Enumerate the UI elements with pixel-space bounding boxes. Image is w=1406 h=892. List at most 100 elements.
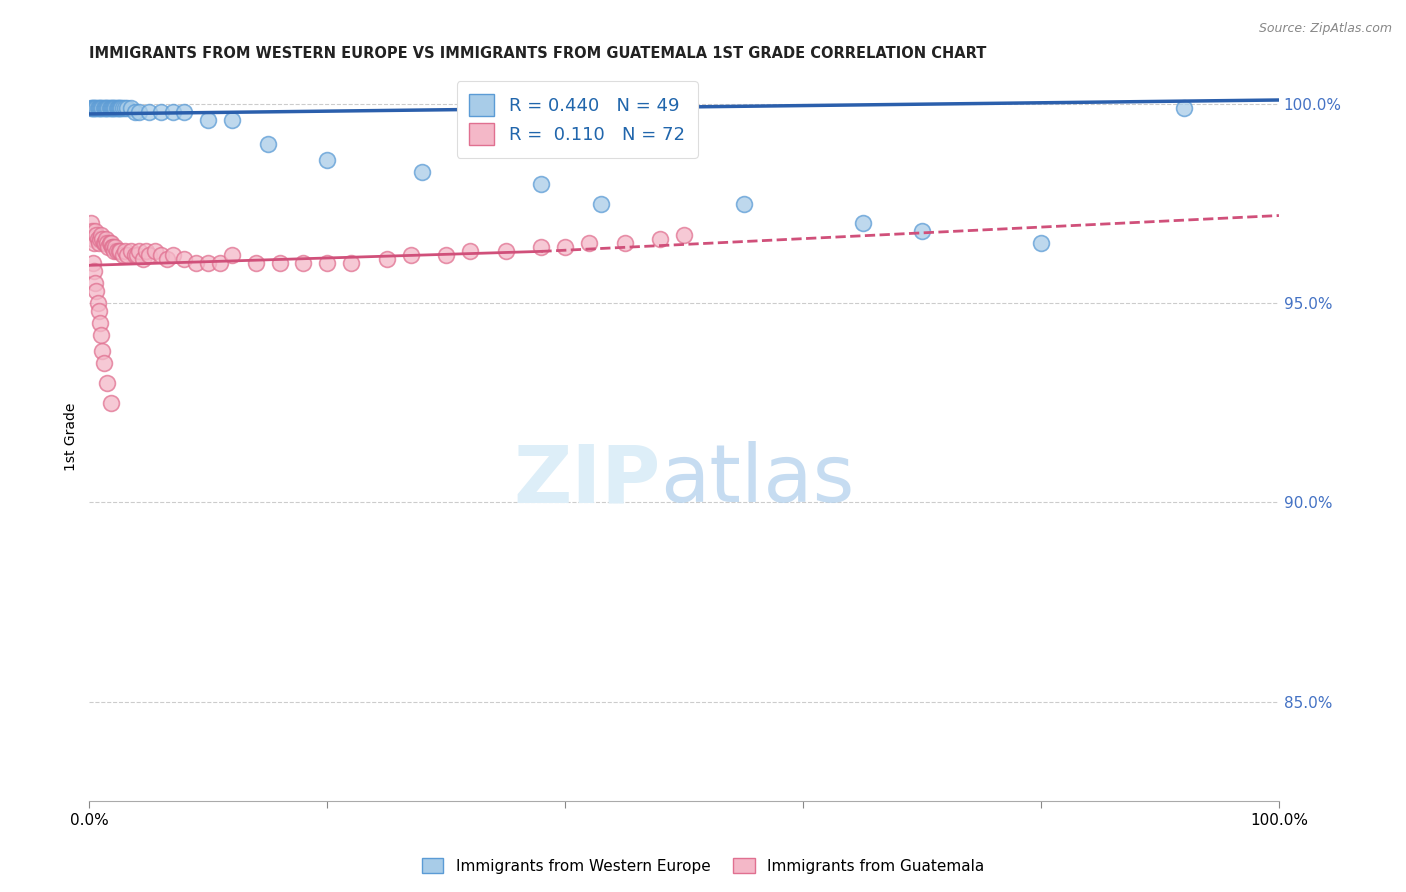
Point xyxy=(458,244,481,259)
Point xyxy=(91,101,114,115)
Point xyxy=(101,240,124,254)
Point xyxy=(105,244,128,259)
Point xyxy=(149,248,172,262)
Point xyxy=(83,236,105,251)
Point xyxy=(143,244,166,259)
Text: ZIP: ZIP xyxy=(513,442,661,519)
Point xyxy=(117,248,139,262)
Point xyxy=(79,217,101,231)
Text: atlas: atlas xyxy=(661,442,855,519)
Point xyxy=(94,101,117,115)
Point xyxy=(495,244,517,259)
Point xyxy=(186,256,208,270)
Point xyxy=(100,101,122,115)
Point xyxy=(221,248,243,262)
Point xyxy=(120,101,142,115)
Point xyxy=(86,101,108,115)
Point xyxy=(530,240,553,254)
Point xyxy=(96,376,118,390)
Point xyxy=(86,232,108,246)
Point xyxy=(256,136,278,151)
Point xyxy=(83,264,105,278)
Point xyxy=(124,105,146,120)
Point xyxy=(96,236,118,251)
Point xyxy=(94,236,117,251)
Point xyxy=(128,244,150,259)
Point xyxy=(316,153,339,167)
Point xyxy=(94,232,117,246)
Point xyxy=(98,101,121,115)
Point xyxy=(79,101,101,115)
Point xyxy=(86,228,108,243)
Point xyxy=(111,248,134,262)
Point xyxy=(124,248,146,262)
Point xyxy=(84,101,107,115)
Point xyxy=(89,232,111,246)
Point xyxy=(110,101,132,115)
Y-axis label: 1st Grade: 1st Grade xyxy=(65,402,79,471)
Point xyxy=(114,244,136,259)
Point xyxy=(135,244,157,259)
Point xyxy=(911,224,934,238)
Point xyxy=(80,224,103,238)
Point xyxy=(138,248,160,262)
Point xyxy=(89,101,111,115)
Point xyxy=(108,101,131,115)
Point xyxy=(132,252,155,267)
Point xyxy=(101,101,124,115)
Point xyxy=(93,101,115,115)
Point xyxy=(117,101,139,115)
Point xyxy=(107,101,129,115)
Point xyxy=(87,101,110,115)
Point xyxy=(93,236,115,251)
Point xyxy=(316,256,339,270)
Point xyxy=(90,328,112,343)
Point xyxy=(120,244,142,259)
Point xyxy=(411,164,433,178)
Point xyxy=(83,101,105,115)
Point xyxy=(128,105,150,120)
Point xyxy=(138,105,160,120)
Point xyxy=(375,252,398,267)
Point xyxy=(97,240,120,254)
Point xyxy=(104,240,127,254)
Point xyxy=(114,101,136,115)
Point xyxy=(221,112,243,127)
Point xyxy=(110,244,132,259)
Point xyxy=(108,244,131,259)
Legend: Immigrants from Western Europe, Immigrants from Guatemala: Immigrants from Western Europe, Immigran… xyxy=(416,852,990,880)
Point xyxy=(84,224,107,238)
Point xyxy=(103,244,125,259)
Point xyxy=(399,248,422,262)
Point xyxy=(94,101,117,115)
Point xyxy=(162,105,184,120)
Point xyxy=(125,248,148,262)
Point xyxy=(97,101,120,115)
Point xyxy=(104,101,127,115)
Point xyxy=(173,105,195,120)
Point xyxy=(90,228,112,243)
Point xyxy=(197,112,219,127)
Point xyxy=(162,248,184,262)
Point xyxy=(84,277,107,291)
Point xyxy=(530,177,553,191)
Point xyxy=(87,236,110,251)
Point xyxy=(269,256,291,270)
Point xyxy=(110,101,132,115)
Point xyxy=(197,256,219,270)
Point xyxy=(673,228,696,243)
Point xyxy=(96,101,118,115)
Point xyxy=(87,304,110,318)
Point xyxy=(82,256,104,270)
Point xyxy=(101,240,124,254)
Point xyxy=(91,343,114,358)
Legend: R = 0.440   N = 49, R =  0.110   N = 72: R = 0.440 N = 49, R = 0.110 N = 72 xyxy=(457,81,697,158)
Point xyxy=(613,236,636,251)
Point xyxy=(111,101,134,115)
Point xyxy=(93,356,115,370)
Text: Source: ZipAtlas.com: Source: ZipAtlas.com xyxy=(1258,22,1392,36)
Point xyxy=(80,101,103,115)
Point xyxy=(1173,101,1195,115)
Point xyxy=(103,101,125,115)
Point xyxy=(82,101,104,115)
